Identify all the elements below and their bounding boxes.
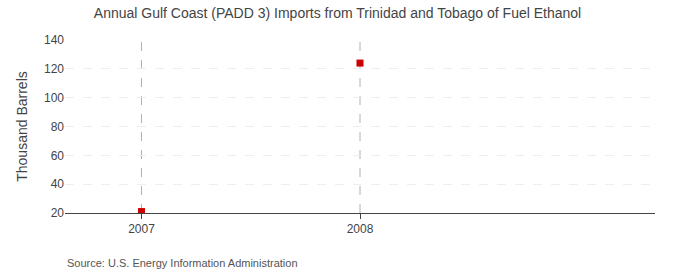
svg-text:80: 80 (51, 120, 65, 134)
svg-text:Source: U.S. Energy Informatio: Source: U.S. Energy Information Administ… (67, 257, 298, 269)
svg-text:20: 20 (51, 206, 65, 220)
svg-text:Thousand Barrels: Thousand Barrels (14, 71, 30, 182)
svg-text:40: 40 (51, 177, 65, 191)
svg-text:2007: 2007 (128, 222, 155, 236)
svg-text:140: 140 (44, 33, 64, 47)
svg-text:100: 100 (44, 91, 64, 105)
svg-text:Annual Gulf Coast (PADD 3) Imp: Annual Gulf Coast (PADD 3) Imports from … (94, 5, 581, 21)
svg-text:60: 60 (51, 149, 65, 163)
svg-text:2008: 2008 (347, 222, 374, 236)
svg-text:120: 120 (44, 62, 64, 76)
